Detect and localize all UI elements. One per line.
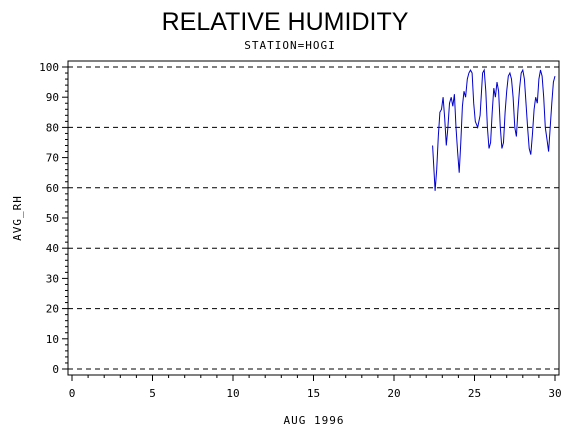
y-tick-label: 60 bbox=[46, 182, 59, 195]
x-tick-label: 15 bbox=[307, 387, 320, 400]
y-tick-label: 0 bbox=[52, 363, 59, 376]
y-tick-label: 90 bbox=[46, 91, 59, 104]
y-axis-label: AVG_RH bbox=[11, 195, 24, 241]
chart-subtitle: STATION=HOGI bbox=[244, 39, 335, 52]
y-axis: 0 10 20 30 40 50 60 70 80 90 100 bbox=[39, 61, 68, 376]
series-layer bbox=[432, 68, 556, 191]
x-axis-label: AUG 1996 bbox=[284, 414, 345, 427]
y-tick-label: 40 bbox=[46, 242, 59, 255]
y-tick-label: 70 bbox=[46, 152, 59, 165]
y-tick-label: 20 bbox=[46, 303, 59, 316]
chart-title: RELATIVE HUMIDITY bbox=[162, 8, 409, 36]
gridlines bbox=[68, 66, 559, 370]
y-tick-label: 80 bbox=[46, 121, 59, 134]
x-tick-label: 0 bbox=[69, 387, 76, 400]
y-tick-label: 50 bbox=[46, 212, 59, 225]
x-tick-label: 5 bbox=[149, 387, 156, 400]
x-tick-label: 25 bbox=[468, 387, 481, 400]
plot-area-frame bbox=[67, 60, 560, 376]
x-tick-label: 30 bbox=[548, 387, 561, 400]
avg-rh-series-line bbox=[432, 68, 556, 191]
x-tick-label: 20 bbox=[387, 387, 400, 400]
x-axis: 0 5 10 15 20 25 30 bbox=[69, 375, 562, 400]
y-tick-label: 10 bbox=[46, 333, 59, 346]
x-tick-label: 10 bbox=[226, 387, 239, 400]
y-tick-label: 30 bbox=[46, 272, 59, 285]
y-tick-label: 100 bbox=[39, 61, 59, 74]
